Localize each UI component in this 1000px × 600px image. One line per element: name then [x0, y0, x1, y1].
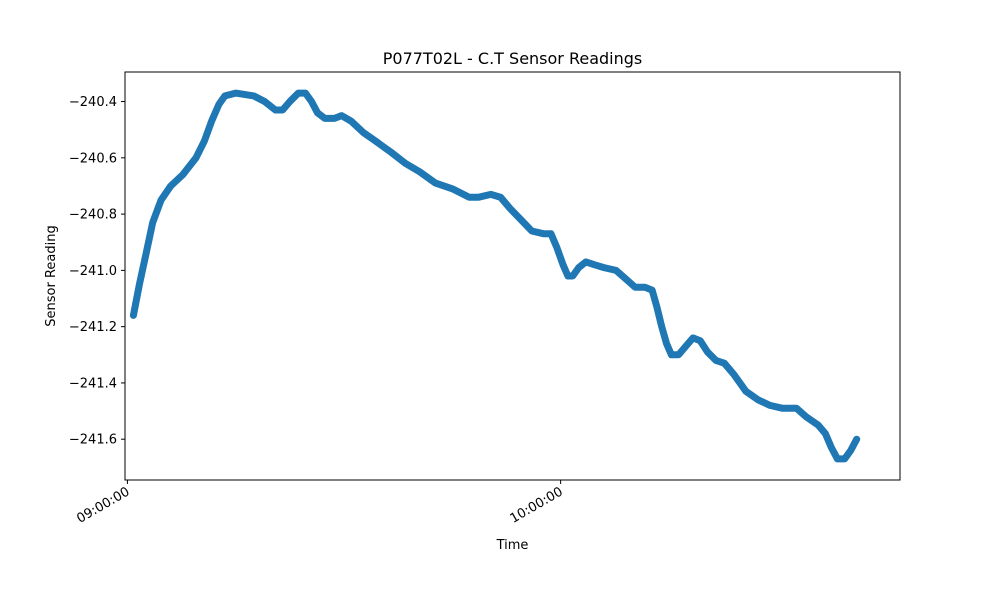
y-tick-label: −241.2: [69, 320, 117, 335]
y-tick-label: −241.0: [69, 264, 117, 279]
y-axis-label: Sensor Reading: [44, 225, 59, 326]
y-tick-label: −240.4: [69, 95, 117, 110]
y-tick-label: −241.4: [69, 376, 117, 391]
y-tick-label: −241.6: [69, 433, 117, 448]
y-tick-label: −240.8: [69, 208, 117, 223]
y-tick-label: −240.6: [69, 151, 117, 166]
plot-frame: [124, 71, 901, 481]
y-axis: −241.6 −241.4 −241.2 −241.0 −240.8 −240.6 −240…: [69, 95, 125, 448]
chart-title: P077T02L - C.T Sensor Readings: [383, 49, 643, 68]
x-axis-label: Time: [496, 538, 529, 553]
series-line: [129, 89, 861, 463]
plot-area: [129, 89, 861, 463]
